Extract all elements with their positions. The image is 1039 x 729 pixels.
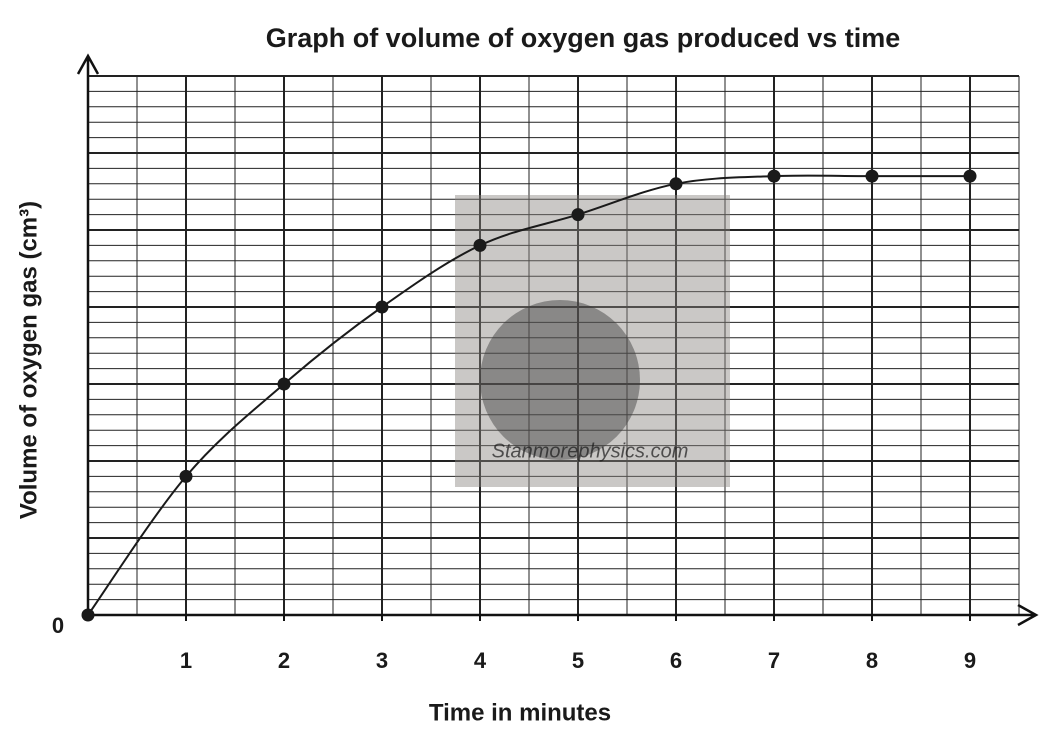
watermark-image	[480, 300, 640, 460]
x-axis-label: Time in minutes	[429, 699, 611, 726]
data-point	[669, 177, 683, 191]
data-point	[179, 469, 193, 483]
data-point	[473, 238, 487, 252]
x-tick-label: 6	[670, 648, 682, 673]
y-axis-label: Volume of oxygen gas (cm³)	[15, 201, 42, 519]
chart-title: Graph of volume of oxygen gas produced v…	[266, 23, 901, 53]
data-point	[767, 169, 781, 183]
data-point	[81, 608, 95, 622]
x-tick-label: 1	[180, 648, 192, 673]
data-point	[375, 300, 389, 314]
graph-paper	[87, 75, 1020, 616]
watermark-image	[455, 195, 730, 487]
data-line	[87, 174, 970, 616]
data-point	[571, 208, 585, 222]
data-point	[277, 377, 291, 391]
data-point	[963, 169, 977, 183]
y-axis	[76, 53, 100, 615]
x-tick-label: 5	[572, 648, 584, 673]
data-point	[865, 169, 879, 183]
y-tick-label: 0	[52, 613, 64, 638]
x-axis	[88, 603, 1039, 627]
x-tick-label: 4	[474, 648, 487, 673]
x-tick-label: 2	[278, 648, 290, 673]
x-tick-label: 9	[964, 648, 976, 673]
watermark-text: Stanmorephysics.com	[492, 440, 689, 462]
x-tick-label: 3	[376, 648, 388, 673]
x-tick-label: 7	[768, 648, 780, 673]
x-tick-label: 8	[866, 648, 878, 673]
